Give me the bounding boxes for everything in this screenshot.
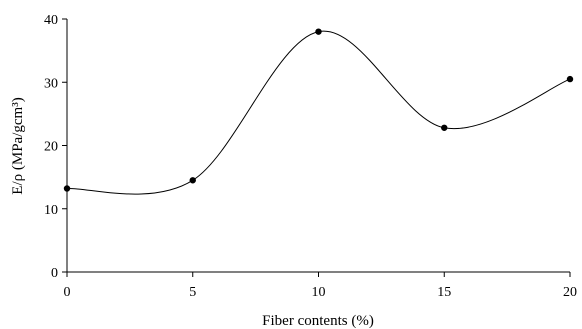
x-axis-title: Fiber contents (%) [262,313,374,329]
series-line [66,30,571,195]
data-point [63,185,71,192]
data-point [566,75,574,83]
y-tick-label: 20 [44,140,58,155]
y-tick-label: 10 [44,203,58,218]
data-point [189,177,196,184]
x-tick-label: 20 [563,285,577,300]
data-points [63,28,574,192]
y-tick-label: 30 [44,76,58,91]
x-tick-label: 10 [312,285,326,300]
data-point [441,124,448,131]
y-tick-label: 0 [51,266,58,281]
x-ticks: 0 5 10 15 20 [64,272,577,300]
y-axis-title: E/ρ (MPa/gcm³) [10,97,26,194]
x-tick-label: 15 [437,285,451,300]
data-point [315,28,322,35]
x-tick-label: 0 [64,285,71,300]
x-tick-label: 5 [189,285,196,300]
y-ticks: 0 10 20 30 40 [44,13,67,281]
y-tick-label: 40 [44,13,58,28]
